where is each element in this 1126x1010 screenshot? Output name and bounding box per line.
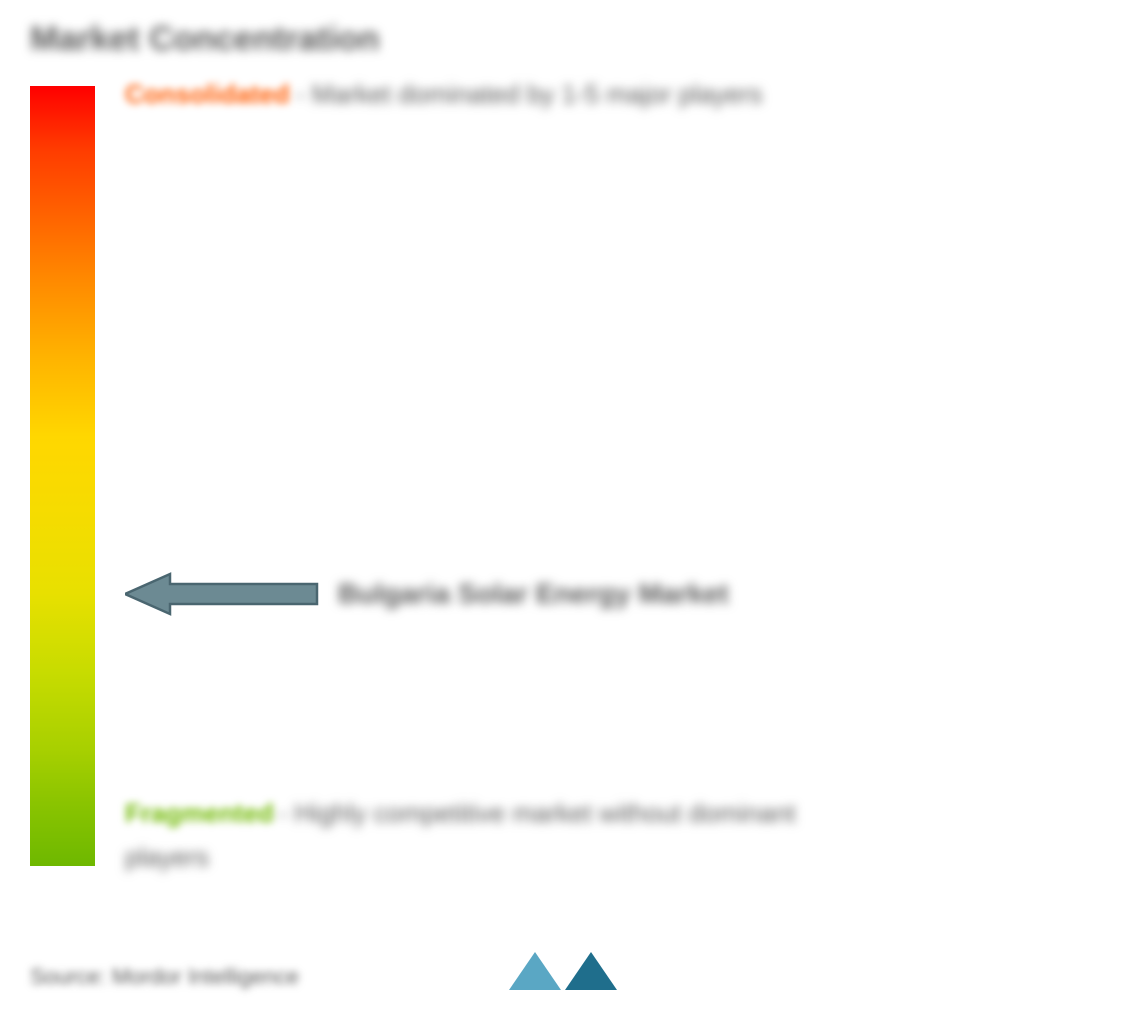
consolidated-keyword: Consolidated	[125, 79, 290, 110]
market-name-label: Bulgaria Solar Energy Market	[338, 578, 729, 610]
logo-triangle-icon	[565, 952, 617, 990]
fragmented-label: Fragmented - Highly competitive market w…	[125, 791, 885, 879]
page-title: Market Concentration	[30, 20, 1096, 59]
market-position-marker: Bulgaria Solar Energy Market	[125, 570, 729, 618]
concentration-gradient-bar	[30, 86, 95, 866]
content-area: Consolidated - Market dominated by 1-5 m…	[30, 79, 1096, 866]
arrow-left-icon	[125, 570, 320, 618]
consolidated-label: Consolidated - Market dominated by 1-5 m…	[125, 79, 762, 110]
source-attribution: Source: Mordor Intelligence	[30, 964, 299, 990]
labels-area: Consolidated - Market dominated by 1-5 m…	[125, 79, 1096, 859]
consolidated-description: - Market dominated by 1-5 major players	[296, 79, 763, 110]
fragmented-keyword: Fragmented	[125, 798, 274, 828]
logo-triangle-icon	[509, 952, 561, 990]
infographic-container: Market Concentration Consolidated - Mark…	[0, 0, 1126, 1010]
brand-logo	[509, 952, 617, 990]
